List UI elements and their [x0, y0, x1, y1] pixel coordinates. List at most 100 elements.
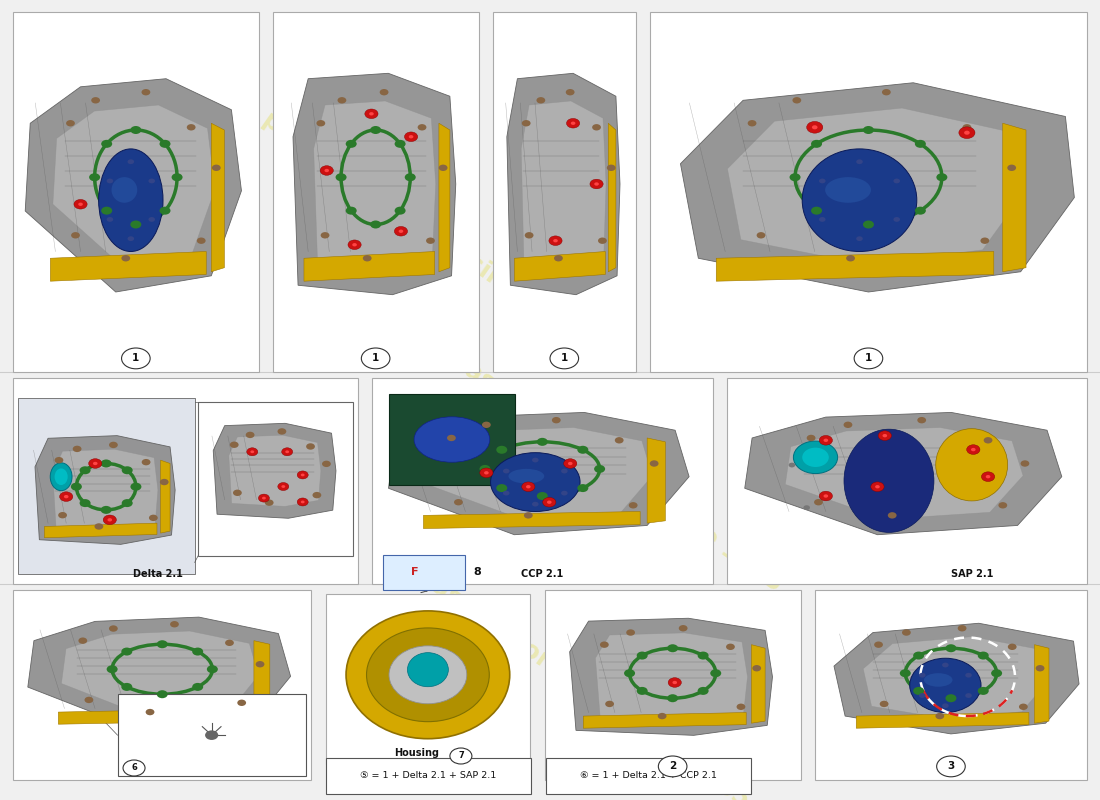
Circle shape [876, 485, 880, 489]
Polygon shape [583, 713, 746, 728]
Circle shape [915, 206, 926, 214]
Bar [727, 378, 1087, 584]
Polygon shape [834, 623, 1079, 734]
Circle shape [880, 701, 889, 707]
Circle shape [352, 243, 356, 246]
Polygon shape [304, 251, 434, 281]
Circle shape [550, 348, 579, 369]
Circle shape [297, 471, 308, 479]
Circle shape [160, 479, 168, 486]
Circle shape [811, 140, 822, 148]
Circle shape [882, 434, 888, 438]
Bar [650, 12, 1087, 372]
Circle shape [824, 494, 828, 498]
Text: CCP 2.1: CCP 2.1 [521, 570, 563, 579]
Bar [326, 594, 530, 764]
Circle shape [856, 159, 862, 164]
Circle shape [578, 446, 588, 454]
Circle shape [395, 140, 406, 148]
Circle shape [238, 699, 246, 706]
Polygon shape [62, 631, 258, 716]
Circle shape [532, 502, 539, 506]
Polygon shape [716, 251, 993, 281]
Circle shape [207, 666, 218, 674]
Circle shape [70, 482, 81, 490]
Circle shape [277, 428, 286, 434]
Ellipse shape [491, 453, 580, 511]
Circle shape [942, 703, 948, 708]
Circle shape [160, 140, 170, 148]
Circle shape [537, 492, 548, 500]
Circle shape [561, 469, 568, 474]
Circle shape [967, 445, 980, 454]
Circle shape [946, 644, 957, 652]
Circle shape [496, 446, 507, 454]
Circle shape [450, 748, 472, 764]
Polygon shape [293, 74, 455, 294]
Polygon shape [515, 251, 605, 281]
Circle shape [212, 165, 221, 171]
Circle shape [480, 468, 493, 478]
Bar [18, 398, 195, 574]
Circle shape [566, 118, 580, 128]
Circle shape [806, 434, 815, 441]
Polygon shape [785, 427, 1023, 519]
Circle shape [172, 174, 183, 182]
Circle shape [101, 206, 112, 214]
Bar [815, 590, 1087, 780]
Text: ⑤ = 1 + Delta 2.1 + SAP 2.1: ⑤ = 1 + Delta 2.1 + SAP 2.1 [361, 771, 496, 781]
Circle shape [79, 499, 90, 507]
Circle shape [1036, 665, 1045, 671]
Circle shape [336, 174, 346, 182]
Circle shape [526, 485, 530, 489]
Bar [13, 378, 358, 584]
Circle shape [363, 255, 372, 262]
Circle shape [913, 687, 924, 695]
Circle shape [958, 625, 967, 631]
Circle shape [245, 432, 254, 438]
Circle shape [789, 462, 795, 467]
Circle shape [844, 422, 852, 428]
Circle shape [667, 644, 678, 652]
Circle shape [121, 348, 150, 369]
Circle shape [320, 166, 333, 175]
Bar [13, 12, 258, 372]
Circle shape [282, 448, 293, 456]
Ellipse shape [389, 646, 466, 704]
Text: a passion for parts since 1985: a passion for parts since 1985 [236, 92, 600, 356]
Circle shape [624, 670, 635, 678]
Circle shape [888, 512, 896, 518]
Circle shape [447, 434, 455, 441]
Bar [546, 758, 751, 794]
Circle shape [615, 437, 624, 443]
Circle shape [156, 690, 167, 698]
Circle shape [757, 232, 766, 238]
Circle shape [379, 89, 388, 95]
Text: a passion for parts since 1985: a passion for parts since 1985 [390, 548, 754, 800]
Ellipse shape [407, 653, 449, 686]
Circle shape [418, 124, 427, 130]
Circle shape [820, 491, 833, 501]
Circle shape [792, 97, 801, 103]
Circle shape [64, 495, 68, 498]
Polygon shape [424, 511, 640, 529]
Circle shape [265, 499, 274, 506]
Circle shape [192, 647, 204, 655]
Circle shape [552, 417, 561, 423]
Circle shape [496, 484, 507, 492]
Circle shape [398, 230, 404, 233]
Circle shape [246, 448, 257, 456]
Text: 8: 8 [473, 567, 482, 578]
Circle shape [1021, 460, 1030, 466]
Circle shape [160, 206, 170, 214]
Ellipse shape [366, 628, 490, 722]
Circle shape [1008, 165, 1016, 171]
Polygon shape [53, 105, 216, 265]
Circle shape [626, 630, 635, 636]
Circle shape [812, 126, 817, 130]
Circle shape [79, 466, 90, 474]
Ellipse shape [99, 149, 163, 251]
Circle shape [107, 666, 118, 674]
Circle shape [142, 459, 151, 466]
Circle shape [109, 626, 118, 632]
